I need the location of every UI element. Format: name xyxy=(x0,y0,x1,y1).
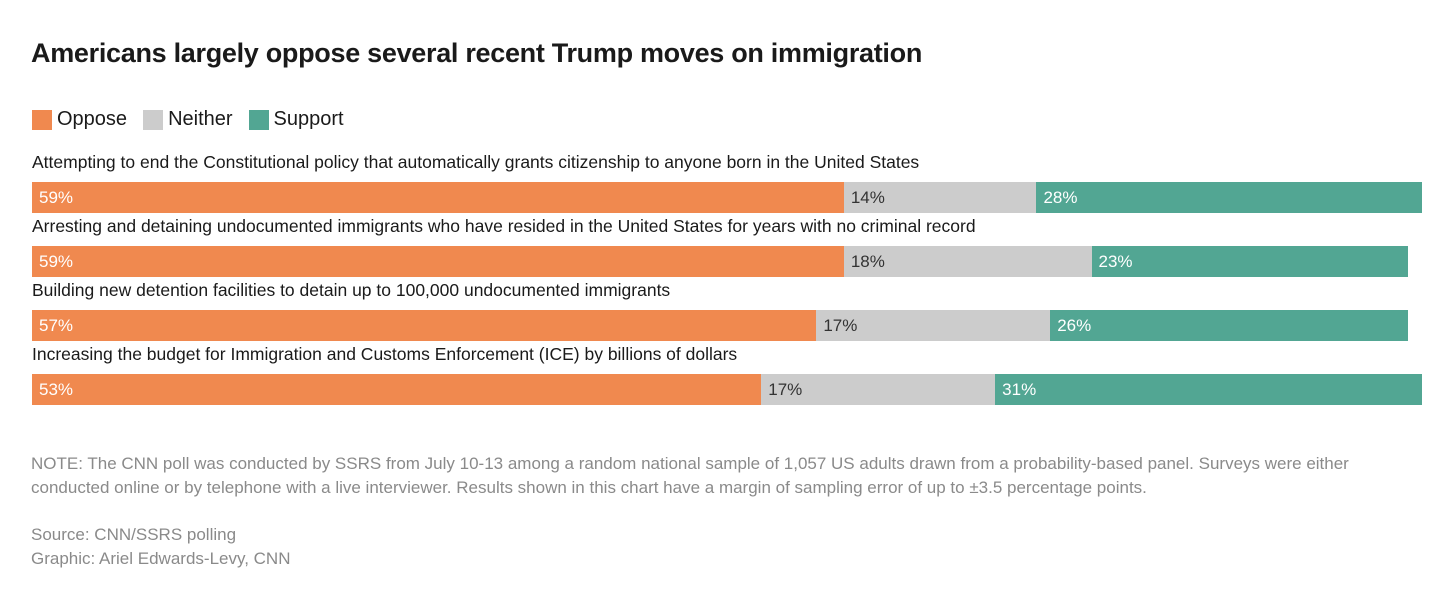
bar-segment-support: 28% xyxy=(1036,182,1422,213)
legend-label: Neither xyxy=(168,108,233,130)
legend: Oppose Neither Support xyxy=(32,108,360,131)
legend-swatch-oppose xyxy=(32,109,52,130)
bar-segment-oppose: 53% xyxy=(32,374,762,405)
legend-label: Support xyxy=(273,108,344,130)
bar-segment-neither: 17% xyxy=(761,374,996,405)
bar-segment-neither: 17% xyxy=(816,310,1051,341)
row-label: Arresting and detaining undocumented imm… xyxy=(32,216,976,236)
legend-swatch-neither xyxy=(143,109,164,130)
bar-segment-neither: 14% xyxy=(843,182,1037,213)
chart-title: Americans largely oppose several recent … xyxy=(31,38,923,68)
footnote: NOTE: The CNN poll was conducted by SSRS… xyxy=(31,454,1349,497)
bar-segment-support: 26% xyxy=(1050,310,1408,341)
row-label: Increasing the budget for Immigration an… xyxy=(32,344,738,364)
stacked-bar: 57% 17% 26% xyxy=(32,310,1408,341)
legend-swatch-support xyxy=(248,109,269,130)
bar-segment-oppose: 59% xyxy=(32,246,844,277)
stacked-bar: 59% 18% 23% xyxy=(32,246,1408,277)
legend-item-neither: Neither xyxy=(143,108,233,131)
legend-item-oppose: Oppose xyxy=(32,108,127,131)
bar-segment-support: 23% xyxy=(1091,246,1408,277)
bar-segment-neither: 18% xyxy=(843,246,1092,277)
bar-segment-oppose: 59% xyxy=(32,182,844,213)
legend-item-support: Support xyxy=(248,108,344,131)
legend-label: Oppose xyxy=(57,108,128,130)
source-credit: Source: CNN/SSRS polling xyxy=(31,525,237,544)
stacked-bar: 53% 17% 31% xyxy=(32,374,1422,405)
bar-segment-support: 31% xyxy=(995,374,1422,405)
stacked-bar: 59% 14% 28% xyxy=(32,182,1422,213)
graphic-credit: Graphic: Ariel Edwards-Levy, CNN xyxy=(31,549,291,568)
row-label: Attempting to end the Constitutional pol… xyxy=(32,152,920,172)
bar-segment-oppose: 57% xyxy=(32,310,817,341)
row-label: Building new detention facilities to det… xyxy=(32,280,671,300)
